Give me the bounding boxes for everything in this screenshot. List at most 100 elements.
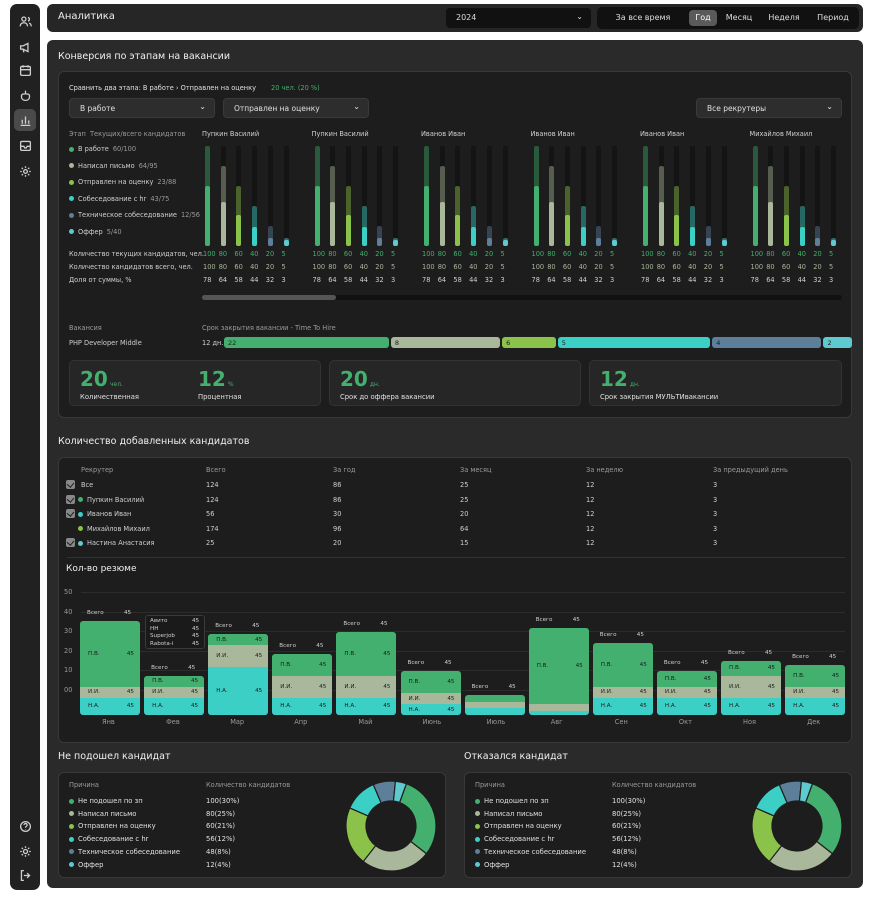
bar-segment[interactable]: [464, 701, 525, 709]
bar-segment[interactable]: П.В. 45: [721, 660, 781, 676]
month-bar[interactable]: П.В. 45: [528, 627, 589, 715]
stage-bar-current[interactable]: [658, 202, 664, 246]
bar-segment[interactable]: П.В. 45: [144, 675, 205, 687]
bar-segment[interactable]: П.В. 45: [80, 621, 140, 687]
row-checkbox[interactable]: [66, 480, 75, 489]
bar-segment[interactable]: И.И. 45: [656, 686, 717, 698]
stage-bar-total[interactable]: [705, 226, 711, 246]
stage-bar-current[interactable]: [799, 227, 805, 246]
month-bar[interactable]: Н.А. 45 И.И. 45 П.В. 45: [400, 671, 461, 715]
stage-bar-current[interactable]: [330, 202, 336, 246]
stage-bar-total[interactable]: [361, 206, 367, 246]
stage-bar-current[interactable]: [267, 237, 273, 246]
stage-bar-current[interactable]: [705, 237, 711, 246]
bar-segment[interactable]: Н.А. 45: [785, 697, 846, 715]
chart-icon[interactable]: [14, 109, 36, 131]
stage-bar-current[interactable]: [549, 202, 555, 246]
stage-bar-current[interactable]: [220, 202, 226, 246]
bar-segment[interactable]: П.В. 45: [208, 634, 269, 646]
stage-bar-current[interactable]: [283, 240, 289, 246]
recruiters-select[interactable]: Все рекрутеры ⌄: [696, 98, 842, 118]
month-bar[interactable]: Н.А. 45 И.И. 45 П.В. 45: [208, 634, 269, 715]
stage-bar-current[interactable]: [643, 186, 648, 246]
bar-segment[interactable]: И.И. 45: [400, 693, 461, 705]
stage-bar-total[interactable]: [596, 226, 602, 246]
stage-bar-current[interactable]: [815, 237, 821, 246]
tth-segment[interactable]: 5: [557, 337, 711, 348]
row-checkbox[interactable]: [66, 494, 75, 504]
bar-segment[interactable]: И.И. 45: [272, 675, 333, 698]
tth-segment[interactable]: 4: [712, 337, 822, 348]
stage-bar-current[interactable]: [752, 186, 758, 246]
bar-segment[interactable]: Н.А. 45: [721, 697, 781, 715]
bar-segment[interactable]: Н.А. 45: [400, 704, 461, 715]
stage-bar-current[interactable]: [612, 240, 617, 246]
month-bar[interactable]: Н.А. 45 И.И. 45 П.В. 45: [656, 671, 717, 715]
donut-slice[interactable]: [392, 780, 408, 804]
period-custom[interactable]: Период: [817, 13, 849, 22]
stage-bar-current[interactable]: [580, 227, 586, 246]
donut-slice[interactable]: [804, 782, 843, 855]
stage-bar-total[interactable]: [377, 226, 383, 246]
stage-from-select[interactable]: В работе ⌄: [69, 98, 215, 118]
tth-segment[interactable]: 2: [823, 337, 853, 348]
help-icon[interactable]: [14, 815, 36, 837]
bar-segment[interactable]: И.И. 45: [336, 675, 397, 698]
donut-slice[interactable]: [398, 782, 437, 855]
stage-bar-total[interactable]: [799, 206, 805, 246]
bar-segment[interactable]: Н.А. 45: [208, 667, 269, 715]
stage-bar-current[interactable]: [533, 186, 539, 246]
stage-bar-current[interactable]: [314, 186, 320, 246]
year-select[interactable]: 2024 ⌄: [446, 8, 591, 28]
bar-segment[interactable]: П.В. 45: [592, 643, 653, 687]
bar-segment[interactable]: Н.А. 45: [272, 697, 333, 715]
stage-to-select[interactable]: Отправлен на оценку ⌄: [223, 98, 369, 118]
bar-segment[interactable]: И.И. 45: [721, 675, 781, 698]
month-bar[interactable]: Н.А. 45 И.И. 45 П.В. 45: [272, 653, 333, 715]
donut-slice[interactable]: [798, 780, 814, 804]
bar-segment[interactable]: П.В. 45: [656, 671, 717, 687]
stage-bar-total[interactable]: [690, 206, 696, 246]
stage-bar-current[interactable]: [377, 237, 383, 246]
bar-segment[interactable]: И.И. 45: [208, 645, 269, 668]
horizontal-scrollbar[interactable]: [202, 295, 842, 300]
stage-bar-current[interactable]: [236, 214, 242, 246]
calendar-icon[interactable]: [14, 59, 36, 81]
bar-segment[interactable]: [528, 704, 589, 711]
bar-segment[interactable]: И.И. 45: [592, 686, 653, 698]
stage-bar-current[interactable]: [721, 240, 727, 246]
stage-bar-total[interactable]: [815, 226, 821, 246]
stage-bar-current[interactable]: [252, 227, 258, 246]
stage-bar-total[interactable]: [267, 226, 273, 246]
users-icon[interactable]: [14, 10, 36, 32]
bar-segment[interactable]: И.И. 45: [144, 686, 205, 698]
bar-segment[interactable]: П.В. 45: [785, 664, 846, 687]
row-checkbox[interactable]: [66, 509, 75, 518]
stage-bar-current[interactable]: [486, 237, 492, 246]
tth-segment[interactable]: 22: [224, 337, 389, 348]
megaphone-icon[interactable]: [14, 36, 36, 58]
tth-segment[interactable]: 6: [502, 337, 556, 348]
stage-bar-current[interactable]: [502, 240, 508, 246]
stage-bar-current[interactable]: [471, 227, 477, 246]
period-week[interactable]: Неделя: [768, 13, 800, 22]
sun-icon[interactable]: [14, 840, 36, 862]
bar-segment[interactable]: Н.А. 45: [144, 697, 205, 715]
bar-segment[interactable]: И.И. 45: [80, 686, 140, 698]
hand-icon[interactable]: [14, 84, 36, 106]
bar-segment[interactable]: Н.А. 45: [80, 697, 140, 715]
stage-bar-total[interactable]: [486, 226, 492, 246]
stage-bar-current[interactable]: [345, 214, 351, 246]
stage-bar-current[interactable]: [424, 186, 429, 246]
period-all-time[interactable]: За все время: [615, 13, 671, 22]
stage-bar-current[interactable]: [674, 214, 680, 246]
stage-bar-current[interactable]: [596, 237, 602, 246]
period-month[interactable]: Месяц: [725, 13, 753, 22]
month-bar[interactable]: Н.А. 45 И.И. 45 П.В. 45: [80, 621, 140, 715]
stage-bar-current[interactable]: [439, 202, 445, 246]
bar-segment[interactable]: П.В. 45: [400, 671, 461, 694]
stage-bar-current[interactable]: [783, 214, 789, 246]
stage-bar-current[interactable]: [768, 202, 774, 246]
bar-segment[interactable]: П.В. 45: [272, 653, 333, 676]
row-checkbox[interactable]: [66, 538, 75, 547]
